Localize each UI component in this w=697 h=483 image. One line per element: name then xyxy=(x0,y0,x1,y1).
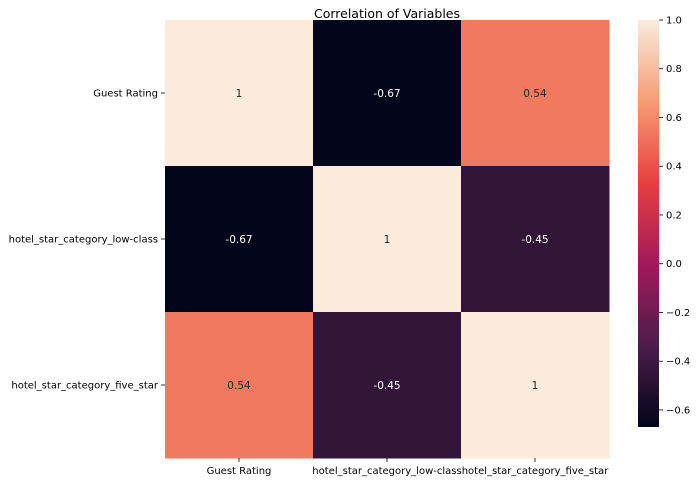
cell-value-label-r0-c1: -0.67 xyxy=(373,88,400,100)
colorbar-tick-label-5: 0.0 xyxy=(666,259,682,270)
heatmap-cell-r2-c0 xyxy=(165,312,314,459)
heatmap-cell-r1-c0 xyxy=(165,166,314,313)
cell-value-label-r0-c0: 1 xyxy=(236,88,243,100)
colorbar-tick-label-3: 0.4 xyxy=(666,162,682,173)
colorbar-tick-label-4: 0.2 xyxy=(666,210,682,221)
cell-value-label-r0-c2: 0.54 xyxy=(523,88,547,100)
x-tick-labels: Guest Rating hotel_star_category_low-clas… xyxy=(207,458,610,477)
y-tick-labels: Guest Rating hotel_star_category_low-clas… xyxy=(9,89,165,392)
x-tick-label-2: hotel_star_category_five_star xyxy=(462,466,610,477)
cell-value-label-r1-c2: -0.45 xyxy=(521,234,548,246)
y-tick-label-1: hotel_star_category_low-class xyxy=(9,235,158,246)
heatmap-cell-r0-c2 xyxy=(461,20,610,167)
colorbar-tick-label-8: −0.6 xyxy=(666,405,690,416)
cell-value-label-r2-c2: 1 xyxy=(532,380,539,392)
cell-value-label-r1-c0: -0.67 xyxy=(225,234,252,246)
colorbar-ticks: 1.0 0.8 0.6 0.4 0.2 0.0 −0.2 −0.4 −0.6 xyxy=(659,16,690,416)
heatmap-cell-labels: 1 -0.67 0.54 -0.67 1 -0.45 0.54 -0.45 1 xyxy=(225,88,548,392)
y-tick-label-0: Guest Rating xyxy=(93,89,158,100)
heatmap-cell-r0-c1 xyxy=(313,20,462,167)
x-tick-label-1: hotel_star_category_low-class xyxy=(312,466,461,477)
heatmap-cell-r1-c1 xyxy=(313,166,462,313)
y-tick-label-2: hotel_star_category_five_star xyxy=(11,381,159,392)
heatmap-cell-r1-c2 xyxy=(461,166,610,313)
cell-value-label-r1-c1: 1 xyxy=(384,234,391,246)
cell-value-label-r2-c1: -0.45 xyxy=(373,380,400,392)
chart-title: Correlation of Variables xyxy=(314,6,460,21)
heatmap-cell-r2-c2 xyxy=(461,312,610,459)
colorbar-tick-label-6: −0.2 xyxy=(666,308,690,319)
colorbar-tick-label-0: 1.0 xyxy=(666,16,682,27)
colorbar-tick-label-2: 0.6 xyxy=(666,113,682,124)
colorbar xyxy=(638,20,659,427)
colorbar-tick-label-1: 0.8 xyxy=(666,64,682,75)
heatmap-cell-r2-c1 xyxy=(313,312,462,459)
heatmap-cells xyxy=(165,20,610,459)
cell-value-label-r2-c0: 0.54 xyxy=(227,380,251,392)
colorbar-tick-label-7: −0.4 xyxy=(666,357,690,368)
heatmap-cell-r0-c0 xyxy=(165,20,314,167)
x-tick-label-0: Guest Rating xyxy=(207,466,272,477)
